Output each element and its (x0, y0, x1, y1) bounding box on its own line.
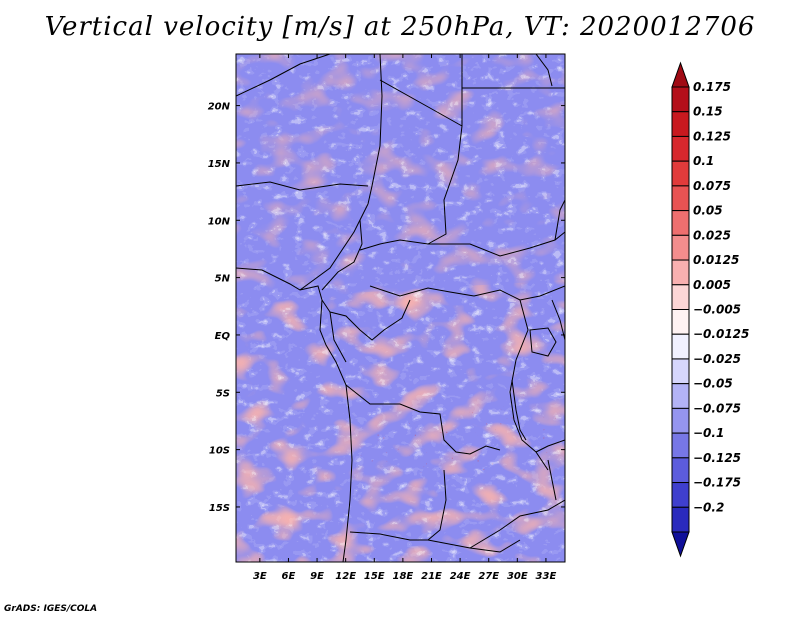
colorbar-label: 0.025 (693, 228, 731, 242)
colorbar-bin (671, 506, 690, 533)
lat-label: 15N (208, 159, 231, 170)
colorbar-bin (671, 309, 690, 335)
colorbar-bin (671, 210, 690, 236)
border-uganda-kenya (551, 299, 565, 341)
lon-label: 15E (364, 571, 385, 582)
border-lake-victoria (529, 327, 557, 357)
colorbar-bin (671, 432, 690, 459)
colorbar-bin (671, 86, 690, 113)
border-chad-sudan (427, 125, 463, 245)
lon-label: 33E (536, 571, 557, 582)
colorbar-bin (671, 185, 690, 212)
border-algeria-niger (236, 54, 331, 97)
border-lake-malawi (547, 459, 557, 501)
colorbar-label: 0.005 (693, 278, 731, 292)
colorbar-label: −0.1 (693, 426, 724, 440)
colorbar-label: −0.2 (693, 500, 724, 514)
border-tanzania (535, 439, 565, 453)
lat-label: 10S (209, 446, 230, 457)
colorbar-bin (671, 135, 690, 162)
lon-label: 18E (393, 571, 414, 582)
colorbar-bin (671, 407, 690, 434)
coastline-west (236, 267, 353, 562)
border-angola-zambia (427, 469, 447, 541)
colorbar-label: −0.175 (693, 476, 741, 490)
longitude-axis: 3E 6E 9E 12E 15E 18E 21E 24E 27E 30E 33E (253, 54, 557, 582)
colorbar-label: −0.025 (693, 352, 741, 366)
colorbar-label: −0.0125 (693, 327, 749, 341)
border-lake-tanganyika (511, 379, 527, 441)
colorbar-bin (671, 383, 690, 409)
colorbar-bin (671, 111, 690, 137)
lat-label: 10N (208, 216, 231, 227)
lat-label: 5S (216, 388, 230, 399)
colorbar-label: 0.15 (693, 105, 723, 119)
colorbar-label: 0.175 (693, 80, 731, 94)
lat-label: 15S (209, 503, 230, 514)
border-drc-east (509, 299, 549, 471)
colorbar-label: −0.075 (693, 401, 741, 415)
border-car-drc (369, 285, 475, 297)
colorbar-label: 0.125 (693, 129, 731, 143)
border-niger-chad (367, 54, 383, 205)
lon-label: 3E (253, 571, 267, 582)
border-zambia-zimbabwe (469, 499, 565, 549)
colorbar-label: 0.1 (693, 154, 714, 168)
lat-label: 20N (208, 102, 231, 113)
country-boundaries (236, 54, 565, 562)
border-cameroon (321, 219, 363, 291)
border-gabon (321, 299, 347, 363)
border-congo (329, 299, 411, 341)
plot-title: Vertical velocity [m/s] at 250hPa, VT: 2… (44, 12, 756, 42)
colorbar-label: 0.075 (693, 179, 731, 193)
colorbar-bin (671, 284, 690, 310)
lon-label: 12E (335, 571, 356, 582)
colorbar-bin (671, 333, 690, 360)
colorbar-label: −0.005 (693, 303, 741, 317)
colorbar-bin (671, 160, 690, 187)
lon-label: 24E (450, 571, 471, 582)
lon-label: 30E (507, 571, 528, 582)
border-libya-chad (379, 79, 463, 127)
colorbar: 0.175 0.15 0.125 0.1 0.075 0.05 0.025 0.0125 0.0… (671, 61, 749, 558)
border-red-sea (535, 54, 553, 87)
colorbar-label: −0.05 (693, 377, 733, 391)
colorbar-bin (671, 482, 690, 508)
border-drc-angola (345, 384, 501, 455)
velocity-field (236, 54, 565, 562)
lon-label: 9E (310, 571, 324, 582)
lon-label: 27E (478, 571, 499, 582)
grads-credit: GrADS: IGES/COLA (4, 604, 98, 614)
colorbar-bin (671, 259, 690, 286)
latitude-axis: 20N 15N 10N 5N EQ 5S 10S 15S (208, 102, 565, 514)
lon-label: 21E (421, 571, 442, 582)
border-niger-nigeria (236, 181, 369, 191)
colorbar-max-arrow (671, 61, 690, 88)
border-nigeria-cameroon (299, 203, 369, 291)
colorbar-label: 0.0125 (693, 253, 739, 267)
colorbar-label: 0.05 (693, 204, 723, 218)
colorbar-bin (671, 457, 690, 484)
lat-label: EQ (215, 331, 231, 342)
colorbar-min-arrow (671, 531, 690, 558)
border-angola-namibia (349, 531, 521, 553)
field-contour-streaks (236, 54, 565, 562)
border-sudan-southsudan (428, 231, 565, 257)
colorbar-bin (671, 234, 690, 261)
lat-label: 5N (215, 274, 231, 285)
colorbar-bin (671, 358, 690, 385)
border-ethiopia (554, 199, 565, 241)
colorbar-label: −0.125 (693, 451, 741, 465)
lon-label: 6E (282, 571, 296, 582)
map-frame (235, 53, 566, 563)
border-chad-car (359, 239, 429, 251)
